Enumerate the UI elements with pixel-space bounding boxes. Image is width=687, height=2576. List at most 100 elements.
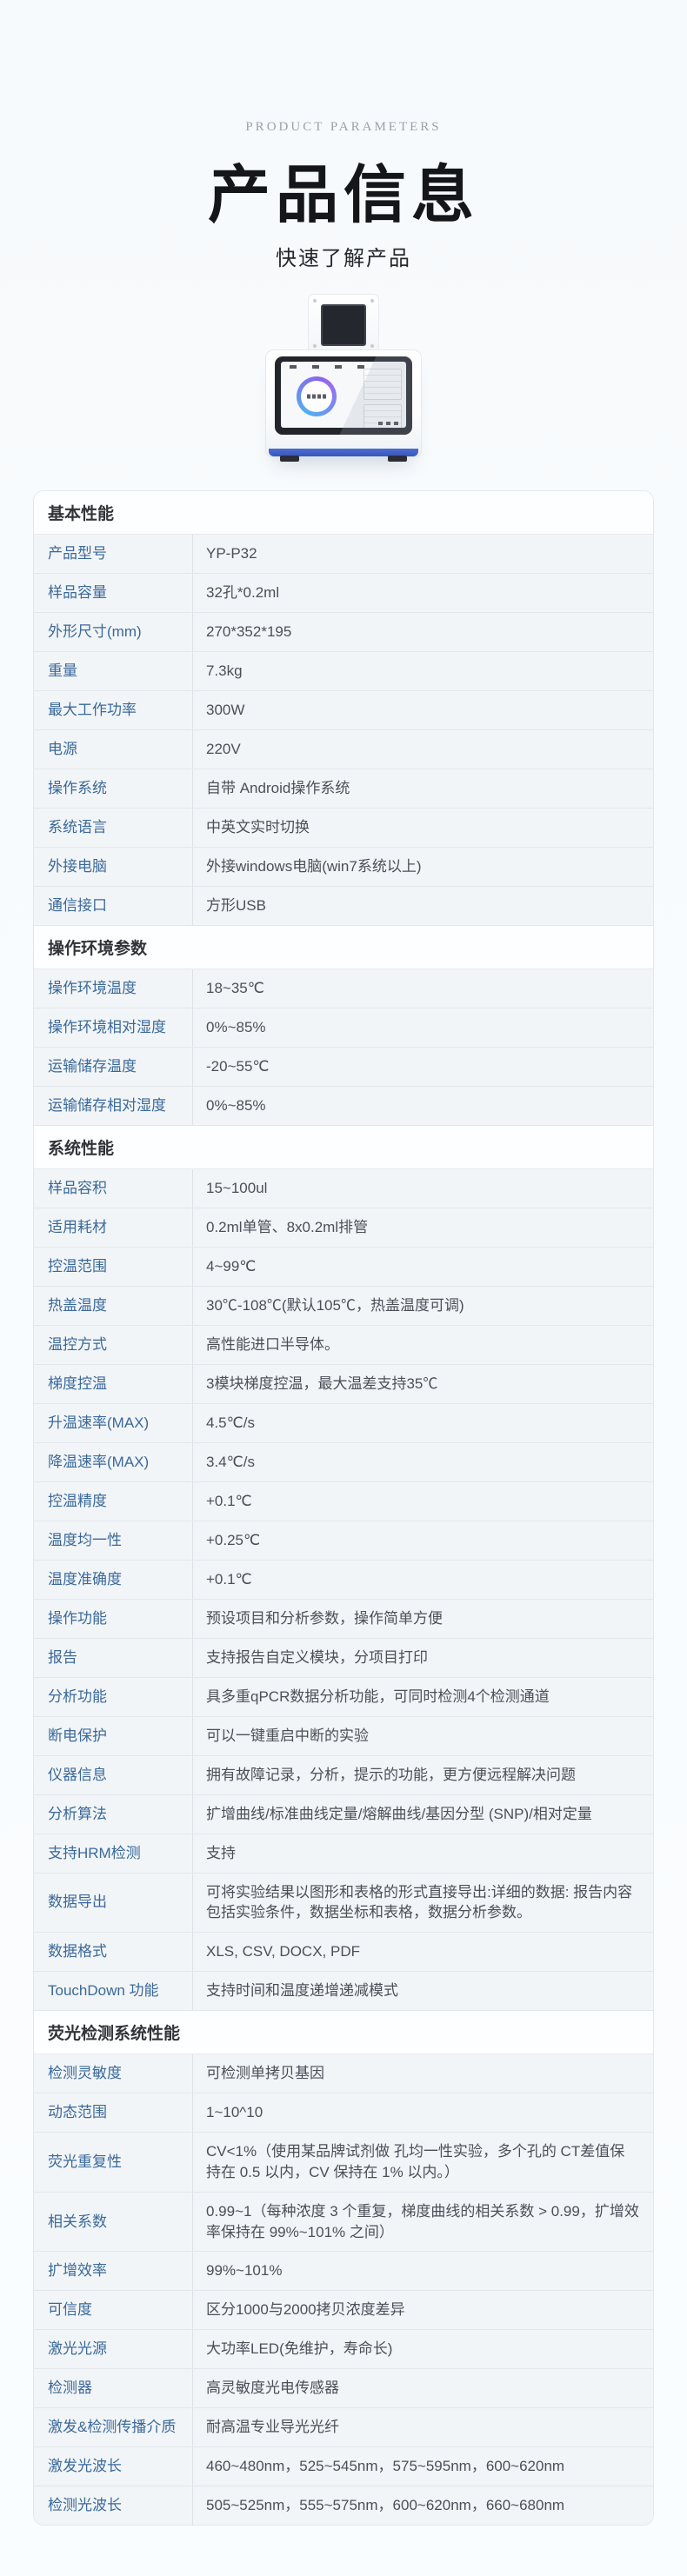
spec-row-label: 梯度控温 <box>34 1364 193 1403</box>
device-body <box>265 349 422 462</box>
screen-tabs-icon <box>290 364 368 369</box>
spec-row-label: 操作功能 <box>34 1599 193 1638</box>
spec-row-label: TouchDown 功能 <box>34 1972 193 2011</box>
spec-row: 梯度控温 3模块梯度控温，最大温差支持35℃ <box>34 1364 653 1404</box>
spec-row-value: 4.5℃/s <box>206 1414 255 1431</box>
device-base-strip <box>269 448 418 456</box>
spec-row-label: 控温精度 <box>34 1481 193 1521</box>
spec-row-value: 可以一键重启中断的实验 <box>206 1727 369 1744</box>
spec-row-label: 扩增效率 <box>34 2252 193 2291</box>
spec-row-value: +0.25℃ <box>206 1531 261 1548</box>
spec-row-value: 可将实验结果以图形和表格的形式直接导出:详细的数据: 报告内容包括实验条件，数据… <box>206 1883 633 1921</box>
spec-row: 扩增效率 99%~101% <box>34 2252 653 2292</box>
spec-row-label: 操作环境相对湿度 <box>34 1008 193 1047</box>
spec-row-value: 方形USB <box>206 896 266 914</box>
spec-row-value: 15~100ul <box>206 1179 268 1196</box>
spec-row-value: 可检测单拷贝基因 <box>206 2065 324 2082</box>
spec-row: 分析功能 具多重qPCR数据分析功能，可同时检测4个检测通道 <box>34 1677 653 1717</box>
spec-row-label: 数据格式 <box>34 1933 193 1972</box>
spec-row-label: 系统语言 <box>34 808 193 847</box>
spec-row: 运输储存相对湿度 0%~85% <box>34 1086 653 1126</box>
spec-row-value: 中英文实时切换 <box>206 818 310 835</box>
spec-row-label: 支持HRM检测 <box>34 1834 193 1873</box>
spec-row-label: 操作系统 <box>34 769 193 808</box>
spec-row: 运输储存温度 -20~55℃ <box>34 1047 653 1087</box>
panel-box <box>364 403 402 428</box>
spec-row-value: XLS, CSV, DOCX, PDF <box>206 1943 360 1960</box>
spec-row: 操作环境温度 18~35℃ <box>34 968 653 1008</box>
spec-row: 荧光重复性 CV<1%（使用某品牌试剂做 孔均一性实验，多个孔的 CT差值保持在 … <box>34 2133 653 2193</box>
spec-row-label: 热盖温度 <box>34 1286 193 1325</box>
spec-row: 重量 7.3kg <box>34 651 653 691</box>
spec-section-title: 基本性能 <box>34 490 653 535</box>
spec-section-title: 操作环境参数 <box>34 925 653 969</box>
spec-row-value: +0.1℃ <box>206 1570 252 1588</box>
spec-row-label: 激发光波长 <box>34 2447 193 2486</box>
spec-row: 通信接口 方形USB <box>34 886 653 926</box>
spec-row-value: 支持时间和温度递增递减模式 <box>206 1982 398 2000</box>
page-subtitle: 快速了解产品 <box>276 246 411 270</box>
spec-row-value: 18~35℃ <box>206 979 264 996</box>
spec-row-label: 荧光重复性 <box>34 2133 193 2192</box>
spec-row: 激光光源 大功率LED(免维护，寿命长) <box>34 2330 653 2370</box>
spec-row-value: 220V <box>206 740 241 757</box>
spec-row-value: 支持报告自定义模块，分项目打印 <box>206 1648 428 1666</box>
spec-row: 控温范围 4~99℃ <box>34 1247 653 1287</box>
spec-row-label: 数据导出 <box>34 1873 193 1933</box>
screen-dock-icons <box>378 421 401 425</box>
spec-row: 降温速率(MAX) 3.4℃/s <box>34 1442 653 1482</box>
spec-row-value: 具多重qPCR数据分析功能，可同时检测4个检测通道 <box>206 1687 550 1705</box>
spec-row-value: 外接windows电脑(win7系统以上) <box>206 857 422 875</box>
spec-row-value: 大功率LED(免维护，寿命长) <box>206 2340 393 2358</box>
spec-row: 温度均一性 +0.25℃ <box>34 1521 653 1561</box>
device-foot <box>280 455 299 462</box>
spec-row: 动态范围 1~10^10 <box>34 2093 653 2133</box>
spec-row: 分析算法 扩增曲线/标准曲线定量/熔解曲线/基因分型 (SNP)/相对定量 <box>34 1794 653 1834</box>
spec-row-value: 505~525nm，555~575nm，600~620nm，660~680nm <box>206 2497 565 2514</box>
spec-row: 操作功能 预设项目和分析参数，操作简单方便 <box>34 1599 653 1639</box>
device-foot <box>388 455 407 462</box>
spec-row-label: 相关系数 <box>34 2192 193 2252</box>
spec-row: 断电保护 可以一键重启中断的实验 <box>34 1716 653 1756</box>
page-title: 产品信息 <box>207 157 479 231</box>
spec-row: 外形尺寸(mm) 270*352*195 <box>34 612 653 652</box>
spec-row-label: 控温范围 <box>34 1247 193 1286</box>
device-screen-bezel <box>275 356 412 435</box>
spec-row-value: 自带 Android操作系统 <box>206 779 350 796</box>
spec-row: 可信度 区分1000与2000拷贝浓度差异 <box>34 2291 653 2331</box>
screw-icon <box>370 343 374 348</box>
spec-row-value: 4~99℃ <box>206 1257 257 1275</box>
spec-row-label: 动态范围 <box>34 2093 193 2133</box>
spec-row-value: YP-P32 <box>206 544 257 562</box>
spec-row-value: CV<1%（使用某品牌试剂做 孔均一性实验，多个孔的 CT差值保持在 0.5 以… <box>206 2143 625 2180</box>
screw-icon <box>370 298 374 303</box>
spec-row-label: 最大工作功率 <box>34 690 193 729</box>
spec-row: 外接电脑 外接windows电脑(win7系统以上) <box>34 847 653 887</box>
spec-row-value: 270*352*195 <box>206 622 292 640</box>
spec-row: 升温速率(MAX) 4.5℃/s <box>34 1403 653 1443</box>
spec-row-label: 激光光源 <box>34 2330 193 2369</box>
spec-row-label: 可信度 <box>34 2291 193 2330</box>
spec-row-value: 耐高温专业导光光纤 <box>206 2419 339 2436</box>
spec-row: 相关系数 0.99~1（每种浓度 3 个重复，梯度曲线的相关系数 > 0.99，扩… <box>34 2192 653 2253</box>
spec-row-value: -20~55℃ <box>206 1057 270 1075</box>
progress-ring-icon <box>297 376 337 416</box>
spec-row-value: +0.1℃ <box>206 1492 252 1509</box>
spec-row-value: 0.2ml单管、8x0.2ml排管 <box>206 1218 369 1235</box>
spec-row-value: 32孔*0.2ml <box>206 583 280 601</box>
spec-row: 系统语言 中英文实时切换 <box>34 808 653 848</box>
product-photo <box>257 293 430 466</box>
spec-row-label: 外接电脑 <box>34 847 193 886</box>
spec-row-label: 样品容积 <box>34 1168 193 1208</box>
spec-row: 适用耗材 0.2ml单管、8x0.2ml排管 <box>34 1208 653 1248</box>
spec-table: 基本性能 产品型号 YP-P32 样品容量 32孔*0.2ml 外形尺寸(mm) 270*3… <box>33 489 654 2526</box>
spec-row: 控温精度 +0.1℃ <box>34 1481 653 1521</box>
spec-row-label: 检测灵敏度 <box>34 2054 193 2093</box>
spec-row-value: 拥有故障记录，分析，提示的功能，更方便远程解决问题 <box>206 1766 576 1783</box>
spec-row-label: 温度准确度 <box>34 1560 193 1599</box>
spec-row-label: 激发&检测传播介质 <box>34 2408 193 2447</box>
ring-center-text-icon <box>307 394 326 399</box>
spec-row-value: 高性能进口半导体。 <box>206 1335 339 1353</box>
spec-row: 样品容量 32孔*0.2ml <box>34 573 653 613</box>
spec-row-value: 0%~85% <box>206 1096 266 1114</box>
